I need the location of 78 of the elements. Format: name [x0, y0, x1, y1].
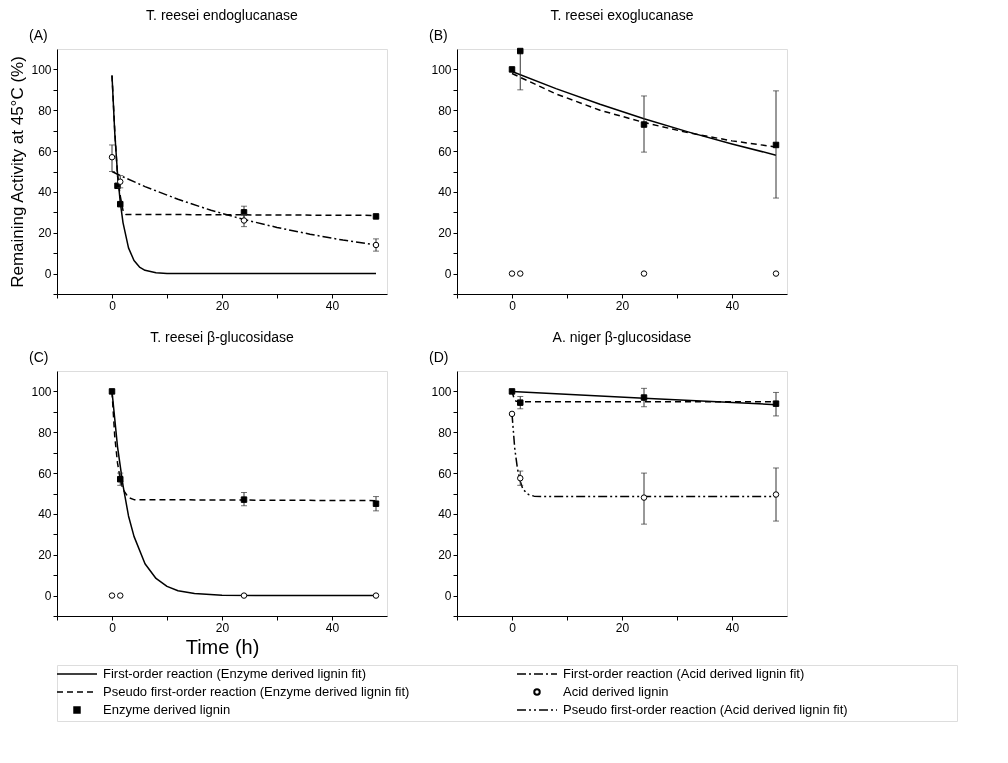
- point: [508, 388, 516, 395]
- point: [640, 494, 648, 501]
- text: Pseudo first-order reaction (Acid derived lignin fit): [563, 702, 848, 717]
- point: [517, 399, 524, 406]
- y-tick-label: 80: [38, 103, 52, 118]
- y-tick-label: 0: [444, 267, 452, 282]
- y-tick-label: 40: [438, 185, 452, 200]
- point: [517, 474, 524, 482]
- point: [772, 400, 780, 407]
- chart-title: T. reesei exoglucanase: [550, 7, 694, 23]
- legend-label: Enzyme derived lignin: [103, 702, 231, 717]
- point: [372, 592, 380, 599]
- y-tick-label: 40: [38, 185, 52, 200]
- y-tick-label: 20: [438, 548, 452, 563]
- point: [517, 270, 524, 277]
- y-tick-label: 60: [38, 144, 52, 159]
- x-tick-label: 20: [215, 298, 230, 313]
- y-axis-title: Remaining Activity at 45°C (%): [8, 56, 28, 288]
- x-tick-label: 20: [215, 620, 230, 635]
- x-tick-label: 20: [615, 620, 630, 635]
- chart-title: T. reesei β-glucosidase: [150, 329, 294, 345]
- y-tick-label: 20: [438, 226, 452, 241]
- y-tick-label: 20: [38, 548, 52, 563]
- point: [372, 500, 380, 507]
- y-tick-label: 100: [31, 62, 52, 77]
- legend-label: Pseudo first-order reaction (Enzyme derived lignin fit): [103, 684, 410, 699]
- chart-title: T. reesei endoglucanase: [146, 7, 299, 23]
- y-tick-label: 100: [431, 384, 452, 399]
- y-tick-label: 20: [38, 226, 52, 241]
- point: [640, 394, 648, 401]
- y-tick-label: 60: [438, 144, 452, 159]
- y-tick-label: 80: [438, 425, 452, 440]
- y-tick-label: 100: [431, 62, 452, 77]
- x-tick-label: 40: [725, 620, 740, 635]
- point: [372, 213, 380, 220]
- point: [117, 200, 124, 208]
- y-tick-label: 0: [444, 589, 452, 604]
- text: (B): [429, 27, 448, 43]
- text: (C): [29, 349, 49, 365]
- y-tick-label: 60: [438, 466, 452, 481]
- y-tick-label: 40: [38, 507, 52, 522]
- point: [508, 410, 516, 418]
- chart-title: A. niger β-glucosidase: [552, 329, 692, 345]
- point: [640, 270, 648, 277]
- legend-label: Acid derived lignin: [563, 684, 669, 699]
- point: [640, 121, 648, 128]
- point: [108, 153, 116, 161]
- point: [772, 491, 780, 498]
- x-tick-label: 0: [509, 620, 517, 635]
- y-tick-label: 80: [438, 103, 452, 118]
- x-tick-label: 0: [109, 298, 117, 313]
- text: (A): [29, 27, 48, 43]
- point: [508, 270, 516, 277]
- y-tick-label: 0: [44, 589, 52, 604]
- point: [240, 592, 248, 599]
- text: (D): [429, 349, 449, 365]
- x-tick-label: 0: [509, 298, 517, 313]
- x-axis-title: Time (h): [185, 635, 260, 658]
- y-tick-label: 100: [31, 384, 52, 399]
- x-tick-label: 0: [109, 620, 117, 635]
- point: [117, 592, 124, 599]
- y-tick-label: 60: [38, 466, 52, 481]
- x-tick-label: 20: [615, 298, 630, 313]
- point: [108, 592, 116, 599]
- x-tick-label: 40: [325, 620, 340, 635]
- y-tick-label: 80: [38, 425, 52, 440]
- legend-label: First-order reaction (Acid derived lignin fit): [563, 666, 805, 681]
- point: [772, 270, 780, 277]
- point: [508, 66, 516, 73]
- point: [240, 496, 248, 503]
- point: [117, 178, 124, 185]
- x-tick-label: 40: [325, 298, 340, 313]
- point: [240, 217, 248, 224]
- legend-label: First-order reaction (Enzyme derived lignin fit): [103, 666, 366, 681]
- y-tick-label: 40: [438, 507, 452, 522]
- y-tick-label: 0: [44, 267, 52, 282]
- point: [108, 388, 116, 395]
- x-tick-label: 40: [725, 298, 740, 313]
